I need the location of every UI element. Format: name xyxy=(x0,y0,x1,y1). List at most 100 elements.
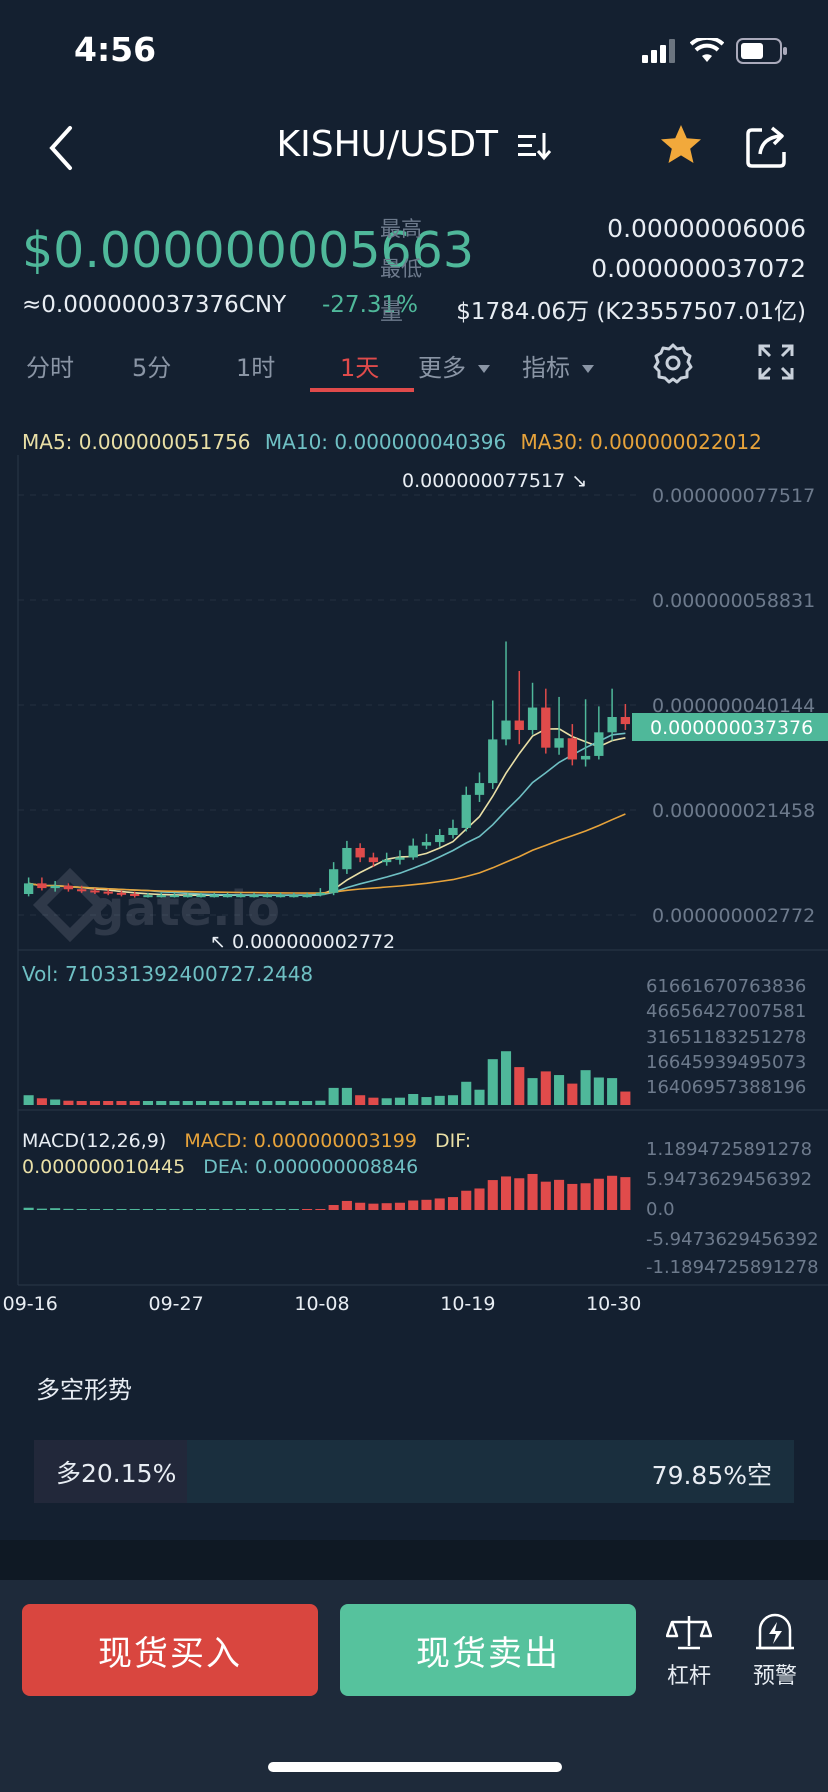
ma-legend: MA5: 0.000000051756 MA10: 0.000000040396… xyxy=(22,430,762,454)
macd-bar xyxy=(182,1209,193,1210)
macd-bar xyxy=(116,1209,127,1210)
volume-label: Vol: 710331392400727.2448 xyxy=(22,962,313,986)
volume-bar xyxy=(580,1070,591,1105)
macd-bar xyxy=(50,1208,61,1210)
volume-label: 量 xyxy=(380,299,403,325)
sentiment-title: 多空形势 xyxy=(36,1376,132,1404)
svg-text:gate.io: gate.io xyxy=(90,881,280,937)
settings-gear-icon[interactable] xyxy=(652,342,694,384)
volume-bar xyxy=(487,1059,498,1105)
macd-bar xyxy=(36,1208,47,1210)
max-price-label: 0.000000077517 ↘ xyxy=(402,470,587,492)
kline-chart[interactable]: gate.io 0.0000000775170.0000000588310.00… xyxy=(0,455,828,1335)
macd-bar xyxy=(341,1200,352,1210)
volume-bar xyxy=(169,1101,180,1105)
macd-bar xyxy=(129,1209,140,1210)
volume-bar xyxy=(89,1101,100,1105)
spot-buy-button[interactable]: 现货买入 xyxy=(22,1604,318,1696)
macd-tick-label: -1.1894725891278 xyxy=(646,1257,819,1278)
tab-1day[interactable]: 1天 xyxy=(340,354,380,382)
macd-bar xyxy=(142,1209,154,1210)
macd-tick-label: 5.9473629456392 xyxy=(646,1169,812,1190)
macd-bar xyxy=(89,1209,100,1210)
macd-value: MACD: 0.000000003199 xyxy=(184,1130,417,1152)
wifi-icon xyxy=(690,38,724,62)
candle-body xyxy=(488,739,498,784)
battery-icon xyxy=(736,38,787,64)
candle-body xyxy=(63,885,74,890)
fullscreen-icon[interactable] xyxy=(758,344,794,380)
last-price: $0.000000005663 xyxy=(22,222,475,279)
macd-bar xyxy=(474,1188,485,1210)
volume-bar xyxy=(328,1087,339,1105)
dea-value: DEA: 0.000000008846 xyxy=(203,1156,418,1178)
favorite-star-icon[interactable] xyxy=(658,122,704,168)
volume-bar xyxy=(500,1051,512,1105)
volume-axis: 61661670763836 46656427007581 316511832512… xyxy=(646,976,806,1098)
date-tick-label: 09-27 xyxy=(149,1293,204,1315)
tab-more[interactable]: 更多 xyxy=(418,348,490,383)
date-tick-label: 09-16 xyxy=(3,1293,58,1315)
macd-bar xyxy=(195,1209,207,1210)
status-time: 4:56 xyxy=(74,30,157,69)
candle-body xyxy=(421,842,432,846)
macd-bar xyxy=(275,1209,286,1210)
volume-bar xyxy=(249,1101,260,1105)
macd-bar xyxy=(461,1190,472,1210)
macd-bar xyxy=(103,1209,114,1210)
macd-bar xyxy=(222,1209,233,1210)
volume-bar xyxy=(76,1101,87,1105)
volume-bar xyxy=(514,1067,525,1105)
candle-body xyxy=(196,895,206,898)
tab-timeshare[interactable]: 分时 xyxy=(26,354,74,382)
tab-1hour[interactable]: 1时 xyxy=(236,354,276,382)
macd-bar xyxy=(394,1202,405,1210)
candle-body xyxy=(607,716,617,733)
alert-button[interactable]: 预警 xyxy=(740,1612,810,1690)
volume-tick-label: 61661670763836 xyxy=(646,976,806,997)
candle-body xyxy=(342,847,352,870)
macd-bar xyxy=(76,1209,87,1210)
volume-tick-label: 16645939495073 xyxy=(646,1052,806,1073)
tab-indicator[interactable]: 指标 xyxy=(522,348,594,383)
switch-pair-icon[interactable] xyxy=(516,131,552,161)
macd-bar xyxy=(355,1202,366,1210)
macd-bar xyxy=(607,1175,618,1210)
volume-bar xyxy=(607,1078,618,1105)
macd-subheader: 0.000000010445 DEA: 0.000000008846 xyxy=(22,1156,418,1178)
candle-body xyxy=(130,893,140,896)
volume-bar xyxy=(341,1087,352,1105)
chevron-down-icon xyxy=(582,365,594,373)
page-title[interactable]: KISHU/USDT xyxy=(0,124,828,165)
spot-sell-button[interactable]: 现货卖出 xyxy=(340,1604,636,1696)
candle-body xyxy=(501,720,511,740)
alert-label: 预警 xyxy=(752,1664,797,1689)
macd-axis: 1.1894725891278 5.9473629456392 0.0 -5.9473… xyxy=(646,1139,819,1278)
candle-body xyxy=(50,885,60,889)
volume-bar xyxy=(474,1089,485,1105)
volume-bar xyxy=(50,1099,61,1105)
volume-bar xyxy=(315,1100,326,1105)
volume-bar xyxy=(129,1101,140,1105)
candle-body xyxy=(275,895,286,898)
candle-body xyxy=(567,738,577,760)
candle-body xyxy=(355,847,365,858)
candle-body xyxy=(289,895,299,898)
macd-bar xyxy=(156,1209,167,1210)
macd-bar xyxy=(328,1205,339,1210)
home-indicator xyxy=(268,1762,562,1772)
leverage-button[interactable]: 杠杆 xyxy=(654,1612,724,1690)
candle-body xyxy=(262,895,272,898)
current-price-tag xyxy=(632,713,828,741)
candle-body xyxy=(620,716,631,725)
volume-bar xyxy=(620,1091,631,1105)
price-tick-label: 0.000000077517 xyxy=(652,485,815,507)
volume-bar xyxy=(275,1101,286,1105)
ma5-value: MA5: 0.000000051756 xyxy=(22,430,251,454)
candle-body xyxy=(302,895,312,898)
tab-5min[interactable]: 5分 xyxy=(132,354,172,382)
back-icon[interactable] xyxy=(40,118,80,178)
volume-tick-label: 46656427007581 xyxy=(646,1001,806,1022)
macd-bar xyxy=(288,1209,299,1210)
share-icon[interactable] xyxy=(744,124,790,170)
